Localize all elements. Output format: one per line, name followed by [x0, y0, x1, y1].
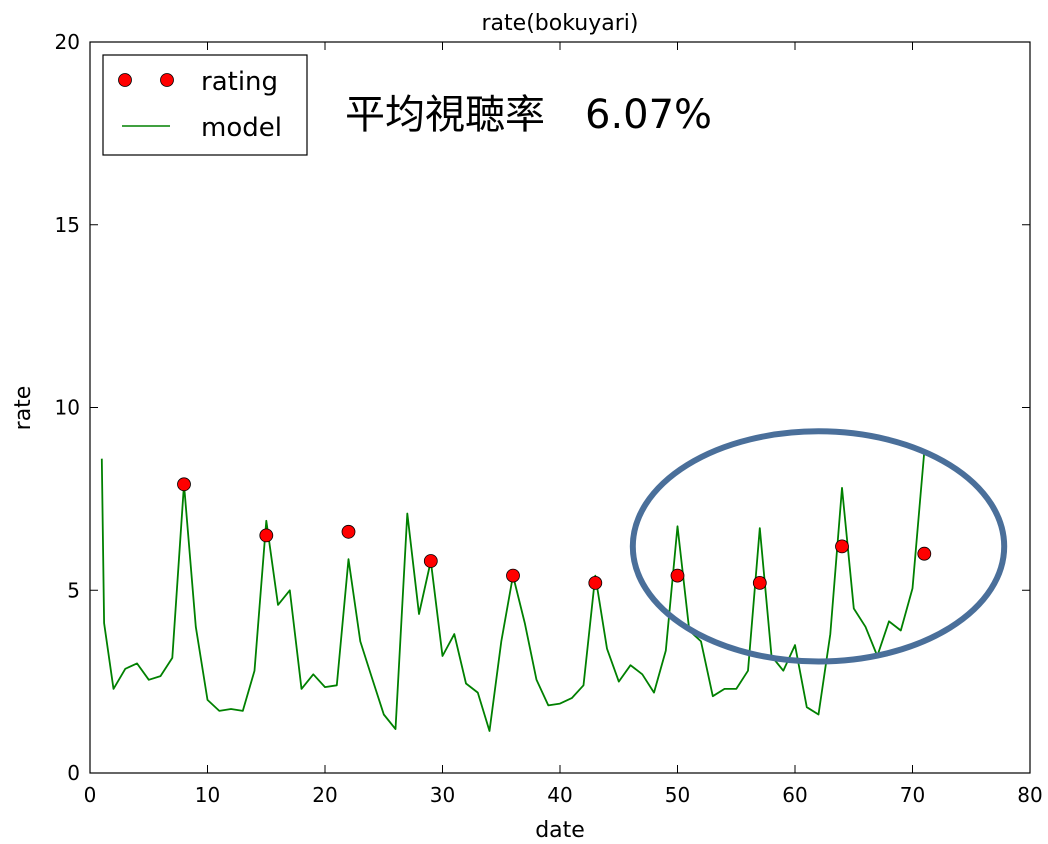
x-tick-label: 80: [1017, 783, 1042, 807]
rating-point: [588, 576, 603, 590]
x-tick-label: 10: [195, 783, 220, 807]
x-tick-label: 0: [84, 783, 97, 807]
y-tick-label: 15: [55, 213, 80, 237]
rating-point: [506, 568, 520, 583]
y-tick-label: 20: [55, 30, 80, 54]
x-tick-label: 20: [312, 783, 337, 807]
rating-point: [752, 576, 767, 590]
plot-area: [100, 428, 1008, 732]
y-axis-label: rate: [11, 386, 36, 431]
y-tick-label: 0: [67, 761, 80, 785]
rating-point: [259, 528, 274, 543]
legend-model-label: model: [201, 113, 282, 143]
legend-rating-label: rating: [201, 67, 278, 97]
average-rating-annotation: 平均視聴率 6.07%: [345, 92, 712, 138]
rating-point: [177, 477, 191, 492]
chart-title: rate(bokuyari): [482, 11, 639, 36]
x-tick-label: 60: [782, 783, 807, 807]
rating-point: [423, 554, 438, 568]
x-tick-label: 40: [547, 783, 572, 807]
rating-point: [835, 539, 849, 554]
rating-point: [917, 546, 932, 561]
legend: rating model: [102, 54, 308, 156]
x-tick-label: 30: [430, 783, 455, 807]
model-line: [100, 451, 926, 732]
legend-rating-marker-1: [118, 73, 132, 87]
highlight-ellipse: [629, 428, 1008, 665]
legend-box: [102, 54, 308, 156]
axis-ticks: 0 10 20 30 40 50 60 70 80 0 5 10 15 20: [55, 30, 1043, 807]
rating-point: [341, 524, 356, 539]
x-tick-label: 70: [900, 783, 925, 807]
y-tick-label: 5: [67, 578, 80, 602]
x-axis-label: date: [535, 818, 585, 843]
y-tick-label: 10: [55, 396, 80, 420]
rating-point: [670, 568, 685, 583]
legend-rating-marker-2: [160, 73, 174, 87]
x-tick-label: 50: [665, 783, 690, 807]
